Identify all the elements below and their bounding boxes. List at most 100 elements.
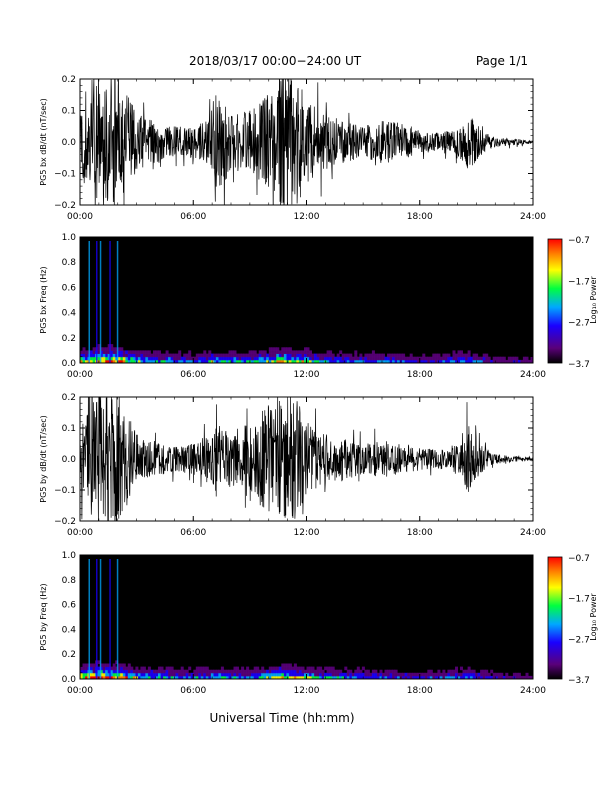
colorbar — [547, 238, 563, 364]
spectrogram-cell — [117, 353, 121, 358]
spectrogram-cell — [490, 359, 494, 364]
spectrogram-cell — [321, 356, 325, 361]
spectrogram-cell — [480, 356, 484, 361]
spectrogram-cell — [90, 663, 94, 668]
spectrogram-cell — [178, 356, 182, 361]
spectrogram-cell — [326, 356, 330, 361]
spectrogram-cell — [155, 350, 159, 354]
spectrogram-cell — [283, 356, 287, 361]
spectrogram-cell — [467, 669, 471, 674]
spectrogram-cell — [515, 356, 519, 361]
spectrogram-cell — [153, 359, 156, 364]
spectrogram-cell — [341, 359, 345, 364]
spectrogram-cell — [522, 359, 526, 364]
spectrogram-cell — [293, 666, 297, 671]
spectrogram-cell — [359, 356, 363, 361]
spectrogram-cell — [97, 347, 101, 351]
spectrogram-cell — [314, 672, 318, 677]
spectrogram-cell — [331, 359, 335, 364]
spectrogram-cell — [306, 669, 310, 674]
spectrogram-cell — [238, 359, 242, 364]
spectrogram-cell — [236, 669, 239, 674]
spectrogram-cell — [198, 359, 202, 364]
spectrogram-cell — [115, 666, 119, 671]
spectrogram-cell — [301, 359, 305, 364]
spectrogram-cell — [374, 353, 378, 358]
spectrogram-cell — [366, 359, 370, 364]
spectrogram-cell — [480, 675, 484, 680]
spectrogram-cell — [107, 353, 111, 358]
spectrogram-cell — [268, 353, 272, 358]
spectrogram-cell — [442, 672, 446, 677]
spectrogram-cell — [404, 672, 408, 677]
spectrogram-cell — [125, 353, 129, 358]
spectrogram-cell — [90, 356, 94, 361]
spectrogram-cell — [316, 666, 320, 671]
spectrogram-cell — [155, 675, 159, 680]
spectrogram-cell — [168, 669, 172, 674]
spectrogram-cell — [278, 359, 282, 364]
colorbar-tick-label: −1.7 — [568, 595, 590, 605]
spectrogram-cell — [80, 669, 83, 674]
x-tick-label: 24:00 — [520, 370, 546, 380]
spectrogram-cell — [241, 669, 245, 674]
spectrogram-cell — [409, 353, 413, 358]
spectrogram-cell — [102, 672, 106, 677]
spectrogram-cell — [364, 672, 368, 677]
spectrogram-cell — [132, 353, 136, 358]
spectrogram-cell — [397, 672, 401, 677]
spectrogram-cell — [180, 666, 184, 671]
spectrogram-cell — [137, 359, 141, 364]
spectrogram-cell — [298, 356, 302, 361]
spectrogram-cell — [472, 675, 476, 680]
y-tick-label: 0.4 — [62, 625, 77, 635]
spectrogram-cell — [442, 359, 446, 364]
spectrogram-cell — [512, 672, 516, 677]
spectrogram-cell — [155, 356, 159, 361]
spectrogram-cell — [122, 350, 126, 354]
spectrogram-cell — [253, 669, 257, 674]
spectrogram-cell — [329, 672, 333, 677]
spectrogram-cell — [140, 356, 144, 361]
spectrogram-cell — [480, 669, 484, 674]
spectrogram-cell — [296, 669, 300, 674]
spectrogram-cell — [117, 347, 121, 351]
spectrogram-cell — [356, 359, 360, 364]
spectrogram-cell — [135, 669, 139, 674]
y-tick-label: 0.0 — [62, 138, 77, 148]
spectrogram-cell — [288, 675, 292, 680]
spectrogram-cell — [218, 356, 222, 361]
spectrogram-cell — [251, 350, 255, 354]
spectrogram-cell — [364, 353, 368, 358]
spectrogram-cell — [185, 669, 189, 674]
spectrogram-cell — [115, 350, 119, 354]
spectrogram-cell — [268, 675, 272, 680]
spectrogram-cell — [163, 359, 167, 364]
spectrogram-cell — [432, 359, 436, 364]
spectrogram-cell — [510, 675, 514, 680]
spectrogram-cell — [107, 356, 111, 361]
spectrogram-cell — [301, 672, 305, 677]
spectrogram-cell — [102, 359, 106, 364]
spectrogram-cell — [132, 359, 136, 364]
spectrogram-cell — [142, 356, 146, 361]
spectrogram-cell — [190, 356, 194, 361]
spectrogram-cell — [291, 675, 295, 680]
spectrogram-cell — [288, 347, 292, 351]
spectrogram-cell — [226, 672, 229, 677]
spectrogram-cell — [283, 675, 287, 680]
spectrogram-cell — [465, 356, 469, 361]
spectrogram-cell — [132, 675, 136, 680]
spectrogram-cell — [369, 359, 373, 364]
y-tick-label: 0.1 — [62, 107, 76, 117]
spectrogram-cell — [135, 353, 139, 358]
spectrogram-cell — [82, 353, 86, 358]
colorbar-tick-label: −3.7 — [568, 360, 590, 370]
spectrogram-cell — [419, 356, 423, 361]
spectrogram-cell — [117, 663, 121, 668]
spectrogram-cell — [122, 666, 126, 671]
spectrogram-cell — [263, 675, 267, 680]
spectrogram-cell — [213, 672, 217, 677]
spectrogram-cell — [82, 350, 86, 354]
spectrogram-cell — [374, 359, 378, 364]
